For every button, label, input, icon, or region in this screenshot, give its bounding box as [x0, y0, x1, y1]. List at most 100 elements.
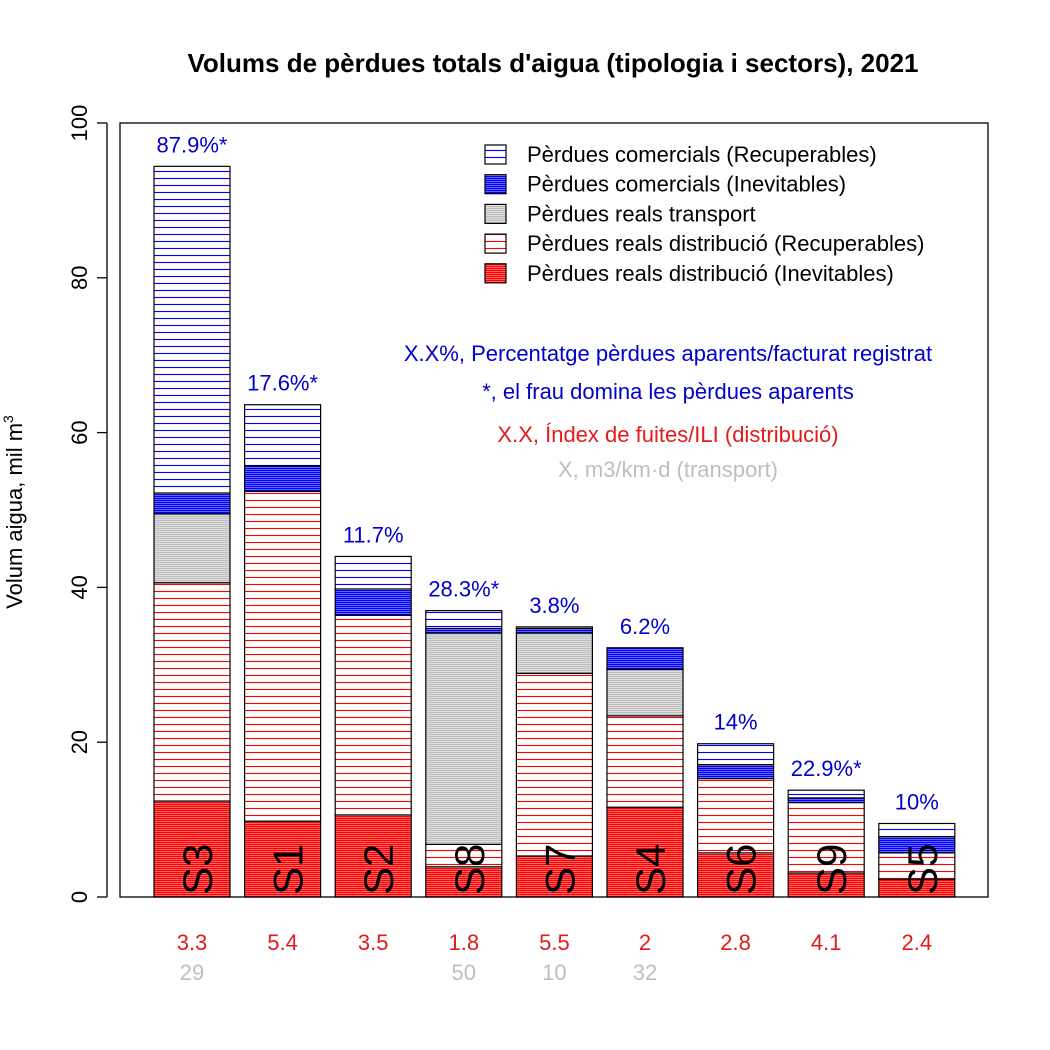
legend-item: Pèrdues reals transport	[484, 201, 756, 226]
legend-label: Pèrdues reals distribució (Recuperables)	[527, 231, 924, 256]
bar-stacks	[153, 165, 956, 898]
bar-segment	[696, 743, 775, 766]
bar-segment	[515, 627, 594, 634]
bar-segment	[606, 647, 684, 671]
category-label: S9	[808, 844, 855, 895]
bar-top-label: 28.3%*	[428, 577, 499, 602]
bar-segment	[515, 632, 594, 674]
bar-top-label: 11.7%	[343, 522, 404, 547]
ili-label: 5.4	[267, 930, 298, 955]
y-tick-label: 20	[67, 730, 92, 754]
ili-label: 4.1	[811, 930, 842, 955]
bar-stack-s7	[515, 626, 594, 898]
bar-segment	[153, 513, 231, 584]
bar-top-label: 3.8%	[529, 593, 579, 618]
bar-segment	[606, 806, 684, 898]
annotation-text: X.X, Índex de fuites/ILI (distribució)	[497, 422, 838, 447]
bar-stack-s3	[153, 165, 231, 898]
legend-label: Pèrdues comercials (Recuperables)	[527, 142, 877, 167]
category-label: S8	[446, 844, 493, 895]
bar-segment	[515, 626, 594, 630]
y-tick-label: 60	[67, 420, 92, 444]
ili-label: 3.5	[358, 930, 389, 955]
y-axis: 0 20 40 60 80 100	[67, 105, 108, 903]
bar-segment	[153, 492, 231, 515]
bar-segment	[425, 866, 503, 898]
bar-segment	[334, 588, 412, 616]
bar-segment	[787, 789, 865, 799]
bar-segment	[425, 627, 503, 634]
y-axis-label-text: Volum aigua, mil m	[2, 423, 27, 609]
category-labels: S3 S1 S2 S8 S7 S4 S6 S9 S5	[174, 844, 946, 895]
bar-top-label: 6.2%	[620, 614, 670, 639]
bar-stack-s8	[425, 610, 503, 898]
bar-segment	[787, 801, 865, 874]
legend-swatch	[484, 144, 507, 165]
bar-segment	[244, 820, 322, 898]
bar-segment	[696, 764, 775, 780]
bar-segment	[878, 852, 956, 880]
category-label: S4	[627, 844, 674, 895]
bar-stack-s9	[787, 789, 865, 898]
category-label: S6	[718, 844, 765, 895]
bar-top-label: 14%	[714, 710, 758, 735]
transport-label: 29	[180, 960, 204, 985]
bar-segment	[787, 797, 865, 804]
y-axis-label-superscript: 3	[0, 415, 16, 423]
bar-segment	[244, 465, 322, 493]
category-label: S3	[174, 844, 221, 895]
legend-item: Pèrdues reals distribució (Recuperables)	[484, 231, 924, 256]
legend-swatch	[484, 203, 507, 224]
bar-segment	[334, 555, 412, 590]
category-label: S5	[899, 844, 946, 895]
bar-stack-s4	[606, 647, 684, 898]
below-axis-labels: 3.3 5.4 3.5 1.8 5.5 2 2.8 4.1 2.4 29 50 10 32	[177, 930, 932, 985]
ili-label: 2.4	[902, 930, 933, 955]
bar-segment	[696, 852, 775, 898]
bar-top-labels: 87.9%* 17.6%* 11.7% 28.3%* 3.8% 6.2% 14% 22.9%*…	[157, 132, 939, 814]
legend: Pèrdues comercials (Recuperables) Pèrdues…	[484, 142, 924, 286]
y-tick-label: 100	[67, 105, 92, 142]
chart-title: Volums de pèrdues totals d'aigua (tipolo…	[188, 48, 919, 78]
legend-swatch	[484, 263, 507, 284]
legend-item: Pèrdues comercials (Recuperables)	[484, 142, 877, 167]
y-tick-label: 0	[67, 891, 92, 903]
legend-swatch	[484, 174, 507, 195]
bar-stack-s6	[696, 743, 775, 898]
annotation-text: X, m3/km·d (transport)	[558, 457, 778, 482]
transport-label: 10	[542, 960, 566, 985]
bar-segment	[334, 614, 412, 816]
bar-segment	[425, 610, 503, 630]
bar-segment	[153, 800, 231, 898]
bar-segment	[696, 777, 775, 854]
legend-label: Pèrdues reals distribució (Inevitables)	[527, 261, 894, 286]
bar-segment	[244, 404, 322, 467]
ili-label: 2	[639, 930, 651, 955]
ili-label: 3.3	[177, 930, 208, 955]
bar-segment	[878, 822, 956, 838]
bar-stack-s5	[878, 822, 956, 898]
ili-label: 2.8	[720, 930, 751, 955]
bar-segment	[153, 165, 231, 494]
bar-top-label: 22.9%*	[791, 756, 862, 781]
bar-segment	[606, 668, 684, 717]
bar-top-label: 87.9%*	[157, 132, 228, 157]
legend-item: Pèrdues comercials (Inevitables)	[484, 172, 846, 197]
transport-label: 50	[452, 960, 476, 985]
annotations: X.X%, Percentatge pèrdues aparents/factu…	[404, 341, 932, 482]
category-label: S2	[355, 844, 402, 895]
y-tick-label: 40	[67, 575, 92, 599]
bar-top-label: 17.6%*	[247, 371, 318, 396]
legend-swatch	[484, 233, 507, 254]
bar-stack-s2	[334, 555, 412, 898]
legend-label: Pèrdues reals transport	[527, 201, 756, 226]
bar-segment	[153, 582, 231, 802]
bar-stack-s1	[244, 404, 322, 898]
ili-label: 5.5	[539, 930, 570, 955]
y-tick-label: 80	[67, 266, 92, 290]
ili-label: 1.8	[449, 930, 480, 955]
category-label: S7	[536, 844, 583, 895]
bar-segment	[244, 490, 322, 822]
y-axis-label: Volum aigua, mil m3	[0, 415, 27, 609]
